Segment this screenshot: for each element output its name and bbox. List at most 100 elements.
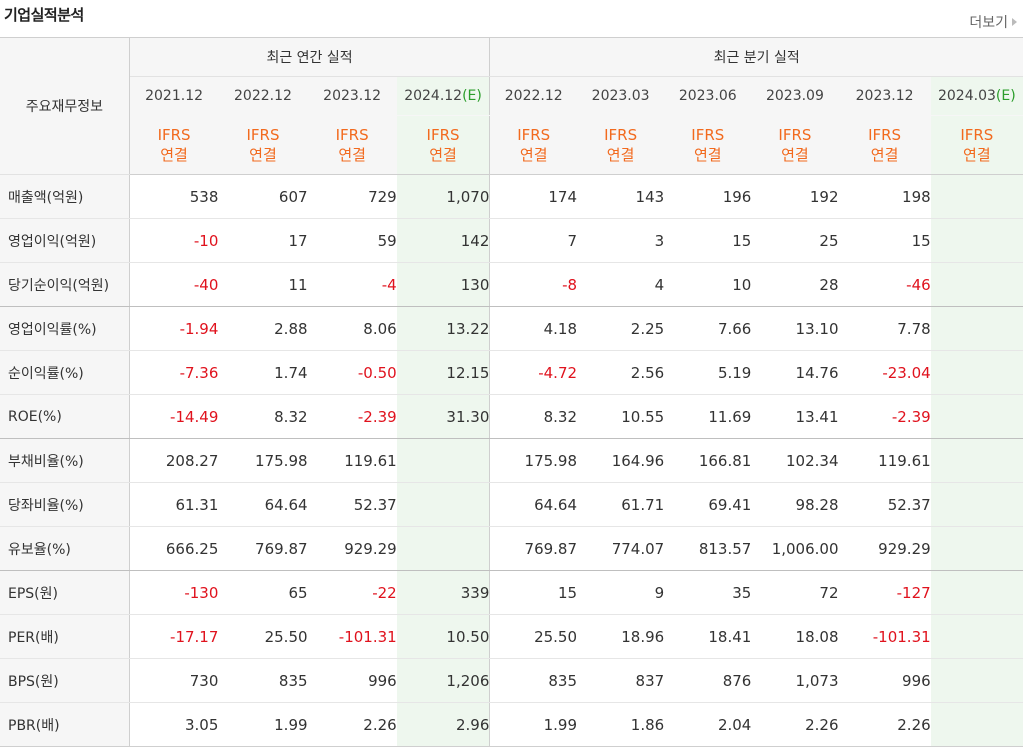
table-cell <box>396 526 491 571</box>
table-cell: -7.36 <box>129 350 219 395</box>
table-cell: 10.55 <box>577 394 665 439</box>
table-cell <box>396 482 491 527</box>
table-row: EPS(원) -130 65 -22 339 15 9 35 72 -127 <box>0 570 1023 615</box>
table-cell: 4 <box>577 262 665 307</box>
accounting-standard-header: IFRS 연결 <box>838 115 931 175</box>
table-row: 당좌비율(%) 61.31 64.64 52.37 64.64 61.71 69.41 98.… <box>0 482 1023 527</box>
row-label: ROE(%) <box>0 394 130 439</box>
ifrs-label: IFRS <box>868 126 902 144</box>
row-label: 당좌비율(%) <box>0 482 130 527</box>
ifrs-label: IFRS <box>335 126 369 144</box>
consolidated-label: 연결 <box>429 146 457 164</box>
table-cell <box>930 174 1023 219</box>
table-cell: -2.39 <box>838 394 931 439</box>
table-cell: 12.15 <box>396 350 491 395</box>
consolidated-label: 연결 <box>160 146 188 164</box>
table-cell: 7 <box>489 218 578 263</box>
table-cell <box>930 526 1023 571</box>
table-cell: 18.96 <box>577 614 665 659</box>
table-row: 부채비율(%) 208.27 175.98 119.61 175.98 164.96 166… <box>0 438 1023 483</box>
period-date-header: 2024.12(E) <box>396 76 491 116</box>
table-cell: 666.25 <box>129 526 219 571</box>
period-date: 2024.03 <box>937 88 996 104</box>
table-cell: 10.50 <box>396 614 491 659</box>
table-row: 유보율(%) 666.25 769.87 929.29 769.87 774.07 813.… <box>0 526 1023 571</box>
table-cell: 28 <box>751 262 839 307</box>
table-cell: 1.86 <box>577 702 665 747</box>
table-cell: 196 <box>664 174 752 219</box>
table-cell: 25.50 <box>489 614 578 659</box>
period-date-header: 2023.03 <box>577 76 665 116</box>
table-cell: 769.87 <box>489 526 578 571</box>
table-cell: 10 <box>664 262 752 307</box>
consolidated-label: 연결 <box>781 146 809 164</box>
table-cell: 876 <box>664 658 752 703</box>
more-label: 더보기 <box>969 15 1008 31</box>
table-cell: 1.74 <box>218 350 308 395</box>
table-cell <box>930 394 1023 439</box>
row-label: 순이익률(%) <box>0 350 130 395</box>
table-cell: 2.88 <box>218 306 308 351</box>
section-title: 기업실적분석 <box>4 6 84 24</box>
table-cell: 1,073 <box>751 658 839 703</box>
table-cell: 2.26 <box>307 702 397 747</box>
table-cell: 1,070 <box>396 174 491 219</box>
table-cell: 835 <box>489 658 578 703</box>
table-cell: 13.41 <box>751 394 839 439</box>
table-row: ROE(%) -14.49 8.32 -2.39 31.30 8.32 10.55 11.69… <box>0 394 1023 439</box>
table-cell: 192 <box>751 174 839 219</box>
table-cell: 142 <box>396 218 491 263</box>
table-cell: 61.71 <box>577 482 665 527</box>
table-cell: -46 <box>838 262 931 307</box>
accounting-standard-header: IFRS 연결 <box>489 115 578 175</box>
row-label: 부채비율(%) <box>0 438 130 483</box>
table-cell: -101.31 <box>838 614 931 659</box>
consolidated-label: 연결 <box>606 146 635 164</box>
table-cell: 2.26 <box>838 702 931 747</box>
table-cell: 15 <box>664 218 752 263</box>
table-cell <box>930 306 1023 351</box>
table-cell: 119.61 <box>307 438 397 483</box>
table-cell: 14.76 <box>751 350 839 395</box>
table-cell: 130 <box>396 262 491 307</box>
table-cell: 64.64 <box>218 482 308 527</box>
table-cell: 69.41 <box>664 482 752 527</box>
ifrs-label: IFRS <box>157 126 191 144</box>
table-cell: 8.32 <box>218 394 308 439</box>
table-row: 매출액(억원) 538 607 729 1,070 174 143 196 192 198 <box>0 174 1023 219</box>
table-cell: 2.04 <box>664 702 752 747</box>
table-cell: -10 <box>129 218 219 263</box>
accounting-standard-header: IFRS 연결 <box>396 115 491 175</box>
table-cell <box>930 262 1023 307</box>
consolidated-label: 연결 <box>338 146 366 164</box>
table-row: 순이익률(%) -7.36 1.74 -0.50 12.15 -4.72 2.56 5.19 1… <box>0 350 1023 395</box>
table-cell: 52.37 <box>307 482 397 527</box>
table-cell: 996 <box>307 658 397 703</box>
table-cell: 729 <box>307 174 397 219</box>
consolidated-label: 연결 <box>963 146 991 164</box>
table-cell: -40 <box>129 262 219 307</box>
period-date-header: 2023.12 <box>307 76 397 116</box>
table-cell: 143 <box>577 174 665 219</box>
table-cell: 64.64 <box>489 482 578 527</box>
table-cell: 996 <box>838 658 931 703</box>
consolidated-label: 연결 <box>693 146 722 164</box>
table-cell: 25 <box>751 218 839 263</box>
table-cell: -1.94 <box>129 306 219 351</box>
table-cell: 2.56 <box>577 350 665 395</box>
table-cell: 102.34 <box>751 438 839 483</box>
table-cell: 175.98 <box>218 438 308 483</box>
table-cell: 339 <box>396 570 491 615</box>
period-date-header: 2022.12 <box>218 76 308 116</box>
row-label: PER(배) <box>0 614 130 659</box>
table-cell: 15 <box>489 570 578 615</box>
table-cell: 59 <box>307 218 397 263</box>
accounting-standard-header: IFRS 연결 <box>307 115 397 175</box>
table-cell <box>930 218 1023 263</box>
estimate-mark: (E) <box>995 88 1016 104</box>
accounting-standard-header: IFRS 연결 <box>751 115 839 175</box>
table-cell: 166.81 <box>664 438 752 483</box>
more-link[interactable]: 더보기 <box>969 12 1017 32</box>
table-cell: 18.41 <box>664 614 752 659</box>
table-cell: 18.08 <box>751 614 839 659</box>
